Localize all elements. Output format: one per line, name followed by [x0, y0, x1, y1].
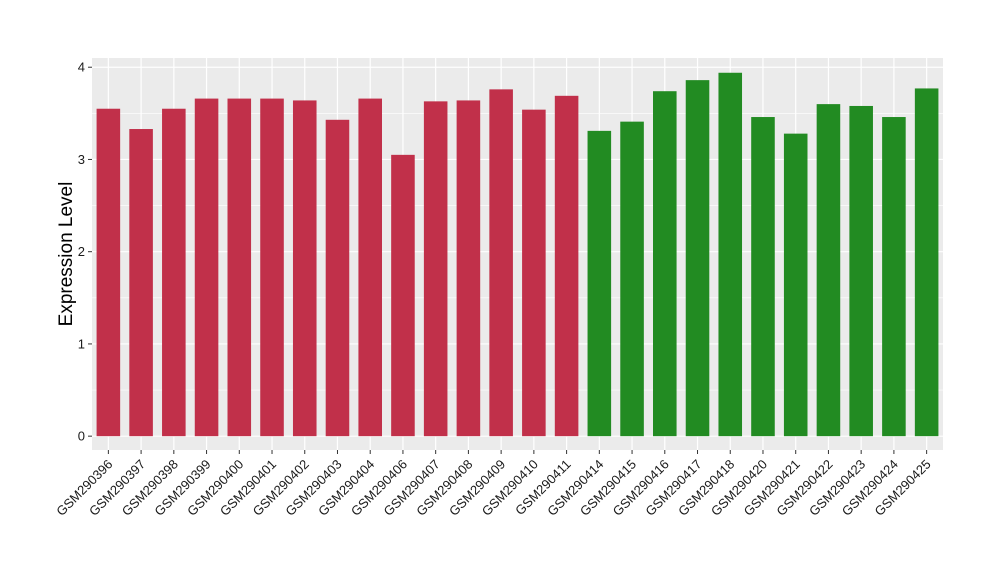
- bar-GSM290424: [882, 117, 906, 437]
- bar-GSM290422: [816, 104, 841, 437]
- bar-GSM290417: [685, 80, 710, 437]
- bar-GSM290402: [292, 100, 317, 437]
- x-axis: GSM290396GSM290397GSM290398GSM290399GSM2…: [53, 450, 934, 519]
- bar-GSM290400: [227, 98, 252, 437]
- bar-GSM290401: [260, 98, 284, 437]
- bar-GSM290420: [751, 117, 775, 437]
- bars: [96, 72, 939, 437]
- y-tick-label: 2: [78, 244, 85, 259]
- bar-GSM290408: [456, 100, 481, 437]
- bar-GSM290409: [489, 89, 513, 437]
- plot-panel: [92, 58, 943, 450]
- bar-GSM290416: [653, 91, 677, 437]
- y-tick-label: 4: [78, 60, 85, 75]
- y-tick-label: 1: [78, 336, 85, 351]
- bar-GSM290421: [783, 133, 808, 437]
- bar-GSM290406: [391, 154, 415, 437]
- bar-GSM290407: [423, 101, 448, 437]
- bar-GSM290403: [325, 119, 350, 437]
- bar-GSM290415: [620, 121, 644, 437]
- bar-GSM290411: [554, 95, 579, 437]
- y-tick-label: 0: [78, 429, 85, 444]
- bar-GSM290397: [129, 129, 153, 437]
- bar-GSM290396: [96, 108, 121, 437]
- bar-GSM290414: [587, 130, 612, 437]
- y-tick-label: 3: [78, 152, 85, 167]
- bar-GSM290399: [194, 98, 219, 437]
- bar-GSM290404: [358, 98, 382, 437]
- bar-GSM290398: [162, 108, 186, 437]
- bar-GSM290425: [914, 88, 939, 437]
- bar-GSM290410: [522, 109, 546, 437]
- bar-GSM290418: [718, 72, 743, 437]
- y-axis-title: Expression Level: [56, 182, 77, 327]
- y-axis: 0 1 2 3 4: [78, 60, 92, 444]
- bar-GSM290423: [849, 105, 873, 437]
